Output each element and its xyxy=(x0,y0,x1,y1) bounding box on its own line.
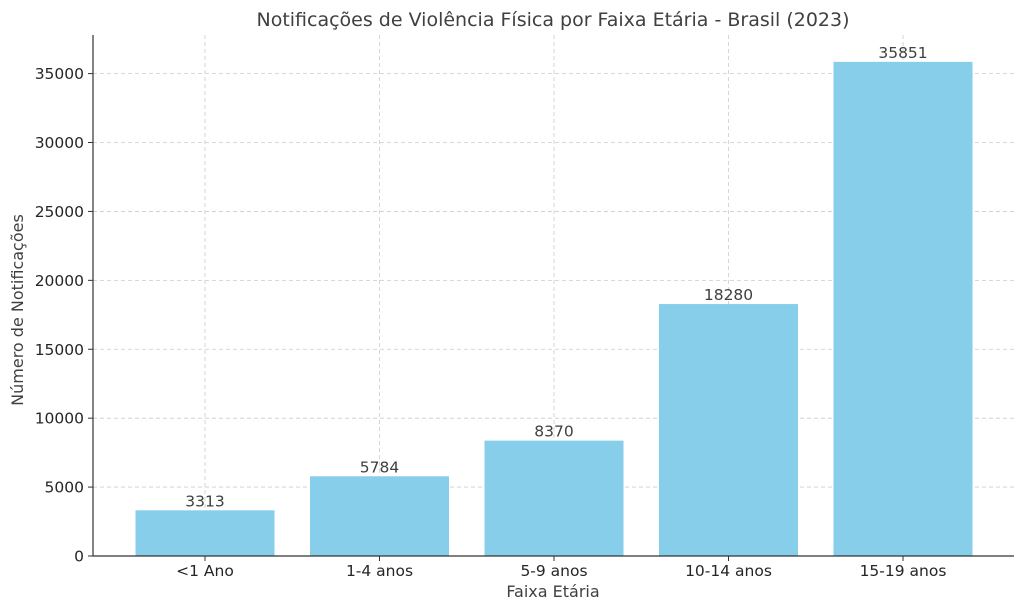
data-label: 5784 xyxy=(360,458,399,476)
y-tick-label: 20000 xyxy=(35,272,84,290)
bar xyxy=(659,304,798,556)
y-tick-label: 30000 xyxy=(35,134,84,152)
y-tick-label: 0 xyxy=(74,548,84,566)
data-label: 8370 xyxy=(534,423,573,441)
data-label: 3313 xyxy=(185,492,224,510)
y-tick-label: 15000 xyxy=(35,341,84,359)
y-tick-label: 35000 xyxy=(35,65,84,83)
x-tick-label: 1-4 anos xyxy=(346,562,413,580)
x-tick-label: 5-9 anos xyxy=(520,562,587,580)
y-tick-label: 5000 xyxy=(45,479,84,497)
bar xyxy=(310,476,449,556)
bar xyxy=(135,510,275,556)
y-tick-label: 10000 xyxy=(35,410,84,428)
bar xyxy=(484,440,624,556)
x-tick-label: <1 Ano xyxy=(176,562,234,580)
x-axis-label: Faixa Etária xyxy=(506,582,599,601)
y-axis-ticks: 0 5000 10000 15000 20000 25000 30000 35000 xyxy=(35,65,93,566)
data-label: 18280 xyxy=(704,286,753,304)
y-tick-label: 25000 xyxy=(35,203,84,221)
x-tick-label: 10-14 anos xyxy=(685,562,772,580)
y-axis-label: Número de Notificações xyxy=(8,214,27,406)
data-labels: 3313 5784 8370 18280 35851 xyxy=(185,44,927,510)
chart-title: Notificações de Violência Física por Fai… xyxy=(256,9,849,31)
bar xyxy=(833,61,973,557)
x-tick-label: 15-19 anos xyxy=(860,562,947,580)
x-axis-ticks: <1 Ano 1-4 anos 5-9 anos 10-14 anos 15-19 an… xyxy=(176,556,946,580)
bars xyxy=(135,61,973,557)
data-label: 35851 xyxy=(878,44,927,62)
